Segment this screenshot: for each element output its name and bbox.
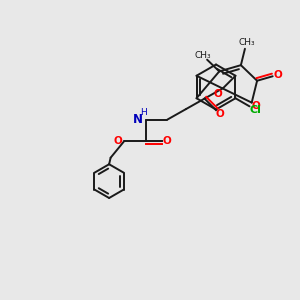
Text: CH₃: CH₃ <box>238 38 255 47</box>
Text: O: O <box>274 70 282 80</box>
Text: N: N <box>133 113 143 126</box>
Text: O: O <box>163 136 172 146</box>
Text: CH₃: CH₃ <box>194 51 211 60</box>
Text: Cl: Cl <box>249 105 261 115</box>
Text: O: O <box>114 136 123 146</box>
Text: H: H <box>140 108 147 117</box>
Text: O: O <box>215 109 224 119</box>
Text: O: O <box>251 101 260 111</box>
Text: O: O <box>214 89 222 99</box>
